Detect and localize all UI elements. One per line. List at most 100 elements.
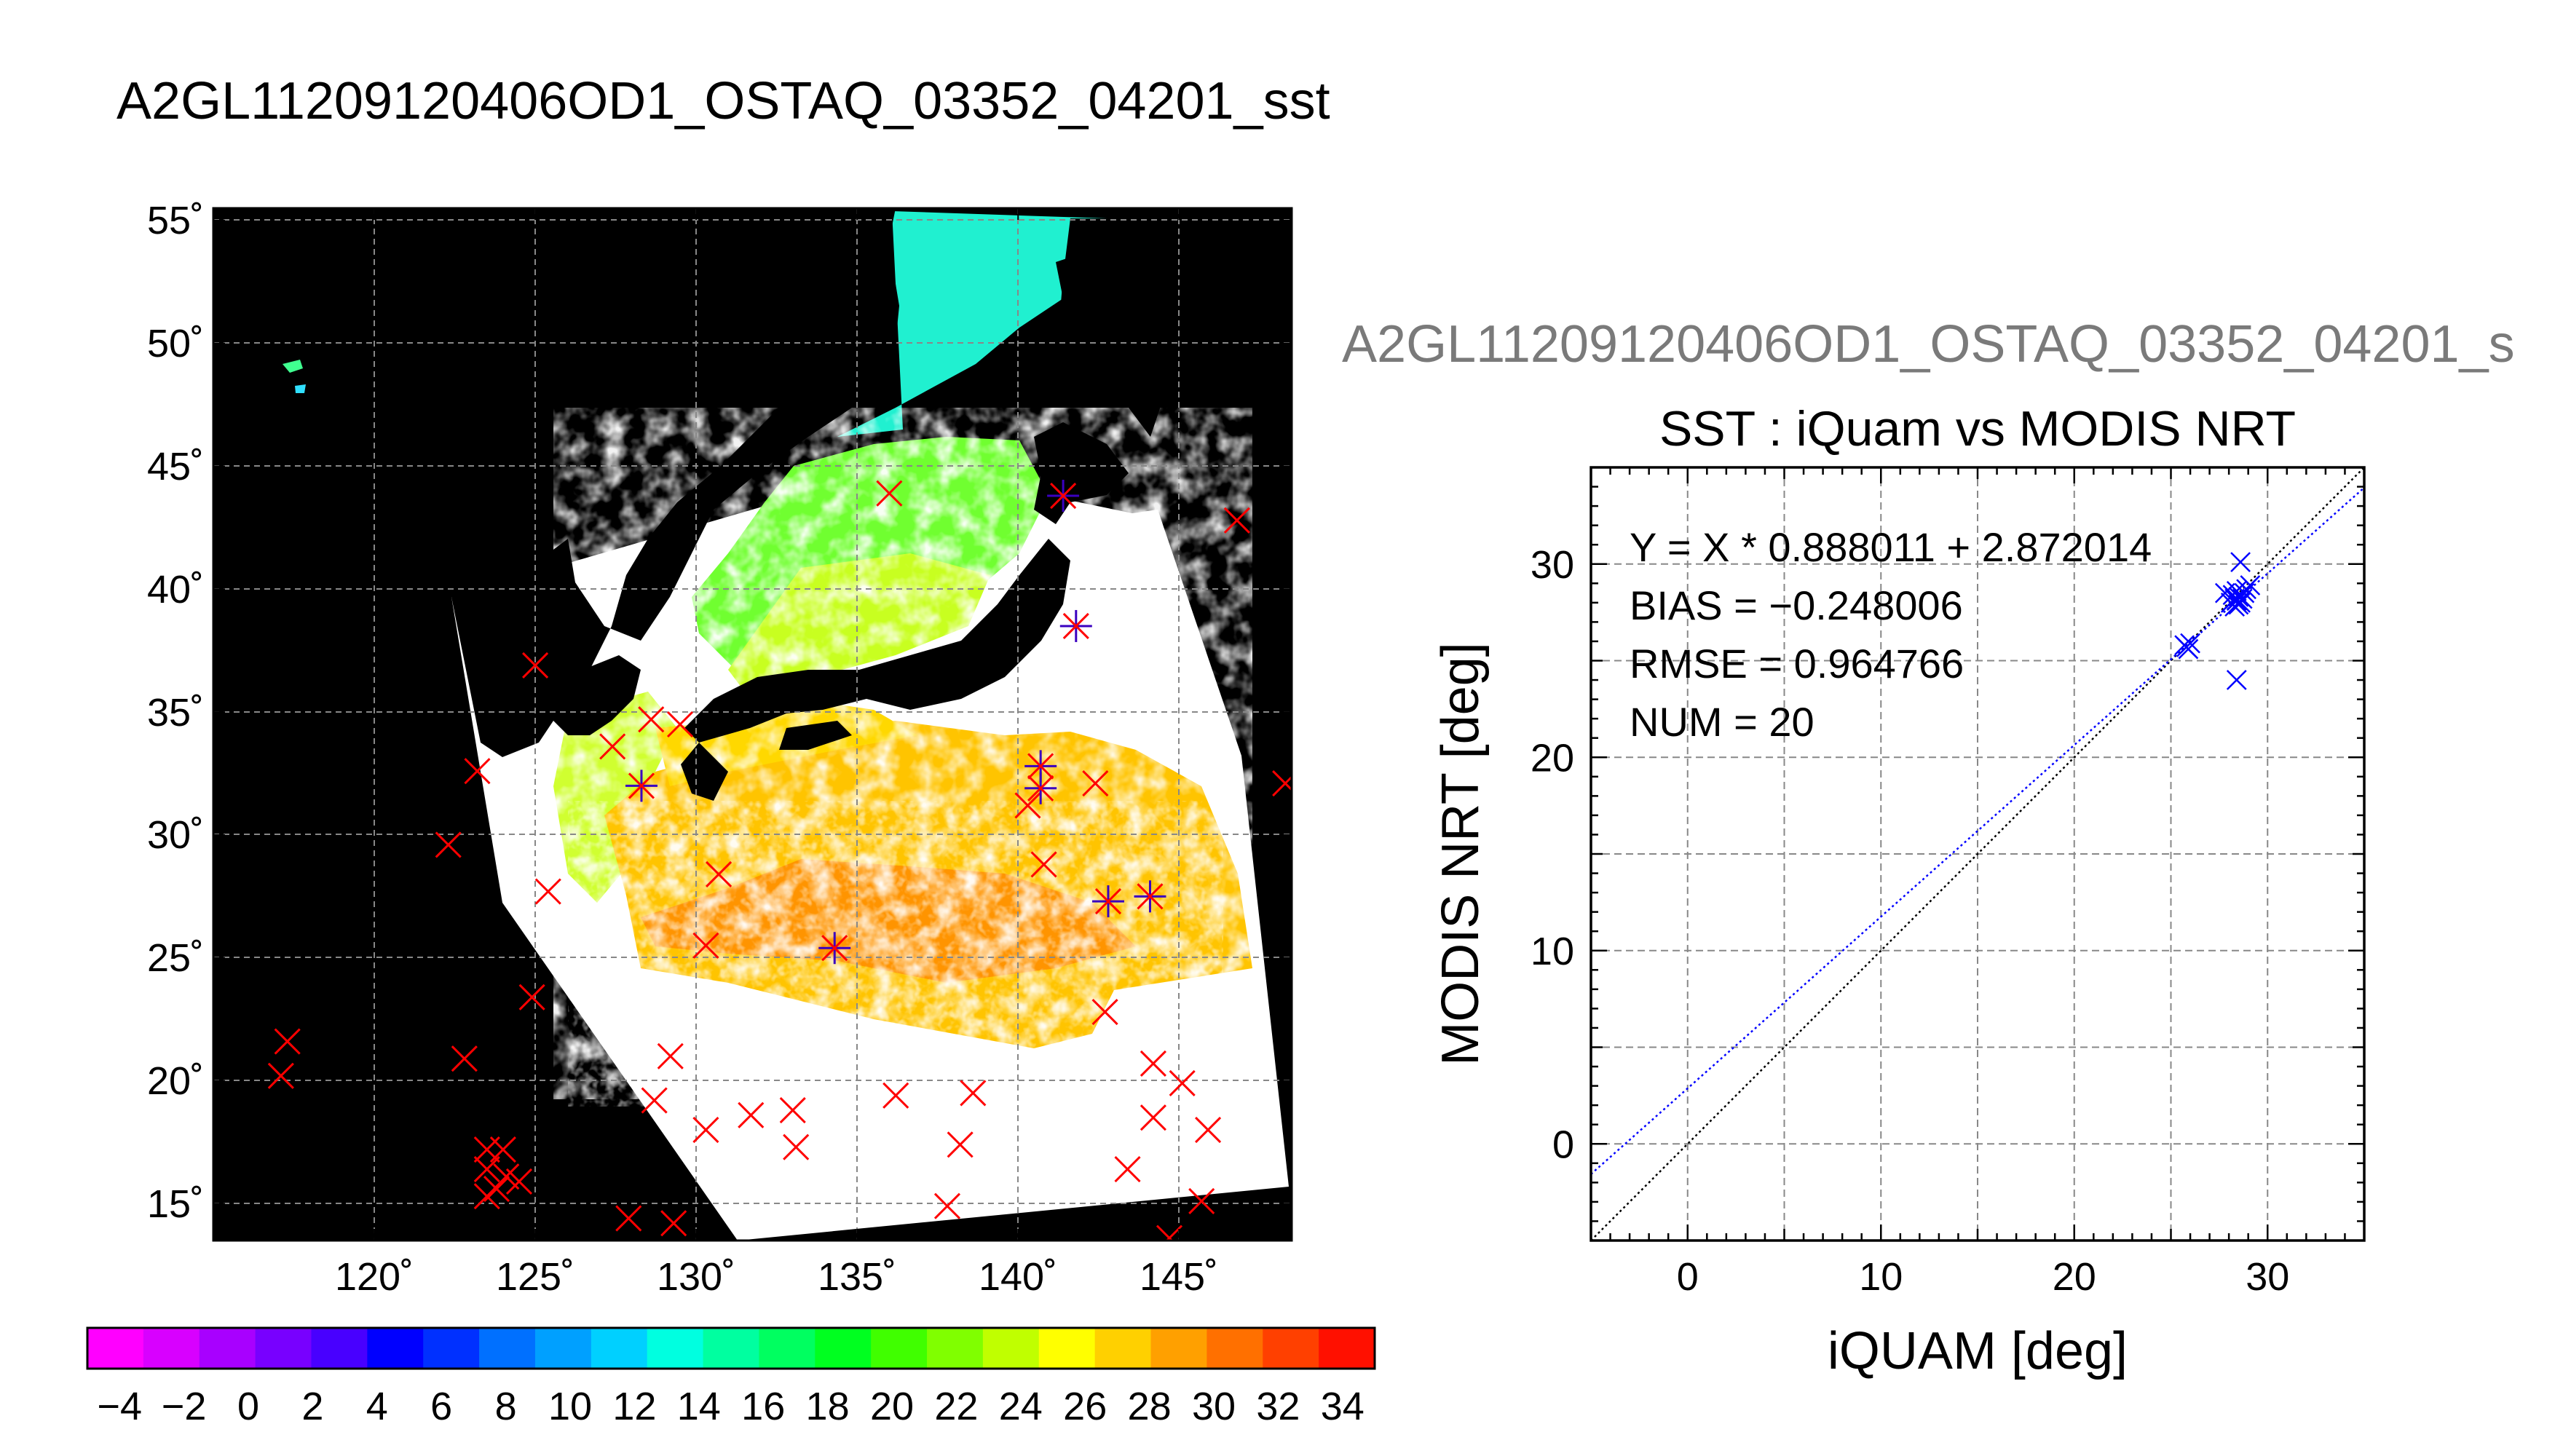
iquam-marker bbox=[1137, 883, 1164, 910]
iquam-marker-stroke bbox=[657, 1042, 684, 1069]
iquam-marker-stroke bbox=[1137, 883, 1164, 910]
scatter-title: SST : iQuam vs MODIS NRT bbox=[1659, 401, 2296, 456]
iquam-marker-stroke bbox=[1188, 1187, 1215, 1215]
lat-label-15: 15˚ bbox=[147, 1182, 204, 1226]
scatter-point bbox=[2226, 670, 2247, 690]
iquam-marker bbox=[657, 1042, 684, 1069]
lat-label-55: 55˚ bbox=[147, 199, 204, 242]
iquam-marker-stroke bbox=[706, 860, 732, 888]
iquam-marker-stroke bbox=[947, 1131, 974, 1158]
scatter-point-stroke bbox=[2230, 552, 2251, 572]
iquam-marker-stroke bbox=[451, 1045, 478, 1072]
colorbar: −4 −2 0 2 4 6 8 10 12 14 16 18 20 22 24 26 28 30 32 34 bbox=[86, 1326, 1376, 1428]
colorbar-tick-label: −2 bbox=[162, 1385, 207, 1428]
scatter-point bbox=[2228, 594, 2249, 615]
iquam-marker-stroke bbox=[1062, 612, 1089, 640]
iquam-marker bbox=[638, 706, 665, 733]
iquam-marker bbox=[1114, 1156, 1141, 1183]
colorbar-cell bbox=[199, 1328, 256, 1369]
scatter-y-tick-label: 0 bbox=[1552, 1123, 1574, 1166]
matched-marker bbox=[1134, 880, 1166, 913]
lat-label-40: 40˚ bbox=[147, 568, 204, 612]
colorbar-cell bbox=[1263, 1328, 1319, 1369]
scatter-header: A2GL11209120406OD1_OSTAQ_03352_04201_s bbox=[1342, 315, 2515, 373]
identity-line bbox=[1591, 467, 2364, 1241]
iquam-marker-stroke bbox=[522, 652, 549, 679]
scatter-point bbox=[2234, 582, 2255, 604]
iquam-marker-stroke bbox=[473, 1156, 500, 1183]
iquam-marker-stroke bbox=[473, 1183, 500, 1210]
colorbar-cell bbox=[311, 1328, 368, 1369]
scatter-point-stroke bbox=[2226, 670, 2247, 690]
iquam-marker bbox=[505, 1168, 533, 1195]
iquam-marker bbox=[1091, 998, 1118, 1026]
iquam-marker-stroke bbox=[534, 878, 561, 905]
stat-rmse: RMSE = 0.964766 bbox=[1630, 641, 1964, 687]
iquam-marker-stroke bbox=[1082, 769, 1109, 797]
iquam-marker bbox=[1223, 507, 1250, 534]
iquam-marker bbox=[522, 652, 549, 679]
iquam-marker bbox=[274, 1028, 301, 1055]
colorbar-tick-label: 8 bbox=[495, 1385, 517, 1428]
colorbar-cell bbox=[1319, 1328, 1375, 1369]
scatter-point bbox=[2180, 633, 2200, 654]
iquam-marker-stroke bbox=[783, 1133, 810, 1160]
iquam-marker-stroke bbox=[267, 1062, 294, 1089]
iquam-marker bbox=[706, 860, 732, 888]
matched-marker bbox=[625, 769, 657, 802]
iquam-marker bbox=[1027, 775, 1054, 802]
iquam-marker bbox=[1030, 851, 1057, 878]
colorbar-cell bbox=[87, 1328, 144, 1369]
scatter-x-tick-label: 30 bbox=[2246, 1255, 2289, 1299]
colorbar-cell bbox=[871, 1328, 928, 1369]
map-grid bbox=[213, 208, 1292, 1241]
colorbar-tick-labels: −4 −2 0 2 4 6 8 10 12 14 16 18 20 22 24 26 28 30 32 34 bbox=[97, 1385, 1364, 1428]
colorbar-tick-label: 26 bbox=[1063, 1385, 1107, 1428]
matched-marker bbox=[1059, 609, 1092, 642]
lat-label-45: 45˚ bbox=[147, 445, 204, 488]
iquam-marker-stroke bbox=[692, 932, 719, 959]
colorbar-tick-label: 18 bbox=[806, 1385, 850, 1428]
iquam-marker bbox=[1140, 1104, 1166, 1131]
iquam-marker-stroke bbox=[1027, 753, 1054, 780]
land-korea bbox=[553, 655, 641, 735]
iquam-marker bbox=[473, 1156, 500, 1183]
lon-label-120: 120˚ bbox=[335, 1255, 414, 1299]
land-kyushu-shikoku bbox=[681, 721, 852, 801]
scatter-y-tick-label: 30 bbox=[1531, 543, 1574, 587]
iquam-marker bbox=[821, 935, 848, 962]
iquam-marker-stroke bbox=[1223, 507, 1250, 534]
iquam-marker-stroke bbox=[641, 1087, 668, 1114]
iquam-marker-stroke bbox=[628, 772, 655, 799]
land-mainland bbox=[213, 208, 899, 757]
iquam-marker bbox=[599, 733, 626, 760]
iquam-marker bbox=[947, 1131, 974, 1158]
colorbar-frame bbox=[86, 1326, 1376, 1370]
iquam-marker bbox=[933, 1192, 961, 1219]
colorbar-cell bbox=[143, 1328, 200, 1369]
iquam-marker bbox=[1014, 792, 1041, 819]
iquam-marker-stroke bbox=[779, 1097, 806, 1124]
colorbar-tick-label: 10 bbox=[548, 1385, 592, 1428]
colorbar-cell bbox=[815, 1328, 872, 1369]
colorbar-tick-label: 28 bbox=[1128, 1385, 1172, 1428]
iquam-marker bbox=[1140, 1050, 1166, 1077]
iquam-marker bbox=[1082, 769, 1109, 797]
iquam-marker bbox=[1194, 1117, 1222, 1144]
iquam-marker-stroke bbox=[692, 1117, 719, 1144]
iquam-marker bbox=[1062, 612, 1089, 640]
colorbar-cell bbox=[255, 1328, 312, 1369]
iquam-marker bbox=[489, 1136, 516, 1163]
iquam-marker bbox=[692, 932, 719, 959]
map-lat-labels: 15˚ 20˚ 25˚ 30˚ 35˚ 40˚ 45˚ 50˚ 55˚ bbox=[147, 199, 204, 1226]
iquam-marker bbox=[534, 878, 561, 905]
colorbar-tick-label: 32 bbox=[1256, 1385, 1300, 1428]
iquam-marker-stroke bbox=[1194, 1117, 1222, 1144]
iquam-marker-stroke bbox=[489, 1136, 516, 1163]
colorbar-cells bbox=[87, 1328, 1375, 1369]
iquam-marker-stroke bbox=[1169, 1069, 1196, 1096]
iquam-marker bbox=[660, 1210, 687, 1237]
map-lon-labels: 120˚ 125˚ 130˚ 135˚ 140˚ 145˚ bbox=[335, 1255, 1218, 1299]
